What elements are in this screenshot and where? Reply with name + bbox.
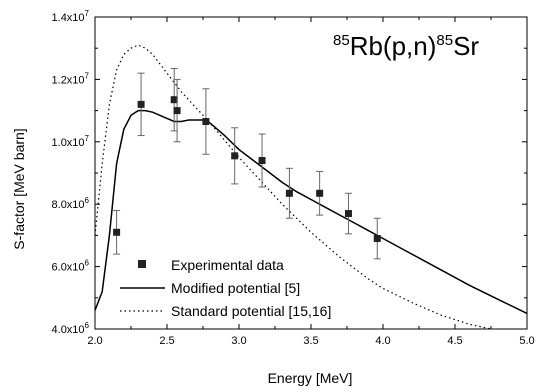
y-tick-label: 4.0x106: [52, 321, 90, 336]
reaction-mass-2: 85: [436, 32, 453, 49]
legend-label-experimental: Experimental data: [171, 257, 284, 273]
data-point: [113, 228, 121, 236]
x-tick-label: 2.5: [159, 335, 174, 347]
data-point: [231, 152, 239, 160]
series-layer: [95, 44, 527, 329]
standard-potential-line: [95, 44, 492, 329]
x-axis-title: Energy [MeV]: [268, 370, 353, 386]
legend-label-standard: Standard potential [15,16]: [171, 303, 331, 319]
axes: 2.0 2.5 3.0 3.5 4.0 4.5 5.0 4.0x106 6.0x106 8.0x1…: [52, 9, 535, 347]
y-tick-label: 1.0x107: [52, 134, 90, 149]
legend-marker-experimental: [138, 260, 146, 268]
x-tick-label: 5.0: [519, 335, 534, 347]
y-tick-label: 1.4x107: [52, 9, 90, 24]
x-tick-label: 3.0: [231, 335, 246, 347]
x-tick-label: 4.5: [447, 335, 462, 347]
data-point: [373, 235, 381, 243]
data-point: [285, 189, 293, 197]
x-tick-label: 4.0: [375, 335, 390, 347]
reaction-text-2: Sr: [453, 31, 479, 61]
data-point: [316, 189, 324, 197]
reaction-annotation: 85Rb(p,n)85Sr: [333, 31, 479, 61]
modified-potential-line: [95, 109, 527, 315]
y-tick-label: 1.2x107: [52, 71, 90, 86]
y-axis-title: S-factor [MeV barn]: [11, 128, 27, 249]
reaction-text-1: Rb(p,n): [350, 31, 437, 61]
x-tick-label: 3.5: [303, 335, 318, 347]
y-tick-label: 6.0x106: [52, 259, 90, 274]
data-point: [202, 118, 210, 126]
y-tick-label: 8.0x106: [52, 196, 90, 211]
reaction-mass-1: 85: [333, 32, 350, 49]
data-point: [258, 157, 266, 165]
legend: Experimental data Modified potential [5]…: [120, 257, 331, 319]
x-tick-label: 2.0: [87, 335, 102, 347]
data-point: [137, 100, 145, 108]
data-point: [173, 107, 181, 115]
legend-label-modified: Modified potential [5]: [171, 280, 300, 296]
data-point: [344, 210, 352, 218]
data-point: [170, 96, 178, 104]
